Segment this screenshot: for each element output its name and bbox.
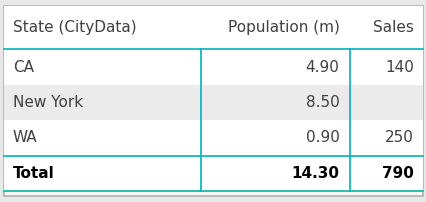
Text: 4.90: 4.90 [305,60,339,75]
Text: 0.90: 0.90 [305,130,339,145]
Bar [4,156,422,191]
Text: State (CityData): State (CityData) [13,20,136,35]
Bar [4,49,422,85]
Text: Total: Total [13,166,55,181]
Text: Population (m): Population (m) [227,20,339,35]
Text: 14.30: 14.30 [291,166,339,181]
Bar [4,120,422,156]
Text: 8.50: 8.50 [305,95,339,110]
Text: WA: WA [13,130,37,145]
Text: Sales: Sales [372,20,413,35]
Text: 790: 790 [381,166,413,181]
Text: 250: 250 [384,130,413,145]
Bar [4,85,422,120]
Text: New York: New York [13,95,83,110]
Bar [4,6,422,49]
Text: 140: 140 [384,60,413,75]
Text: CA: CA [13,60,34,75]
